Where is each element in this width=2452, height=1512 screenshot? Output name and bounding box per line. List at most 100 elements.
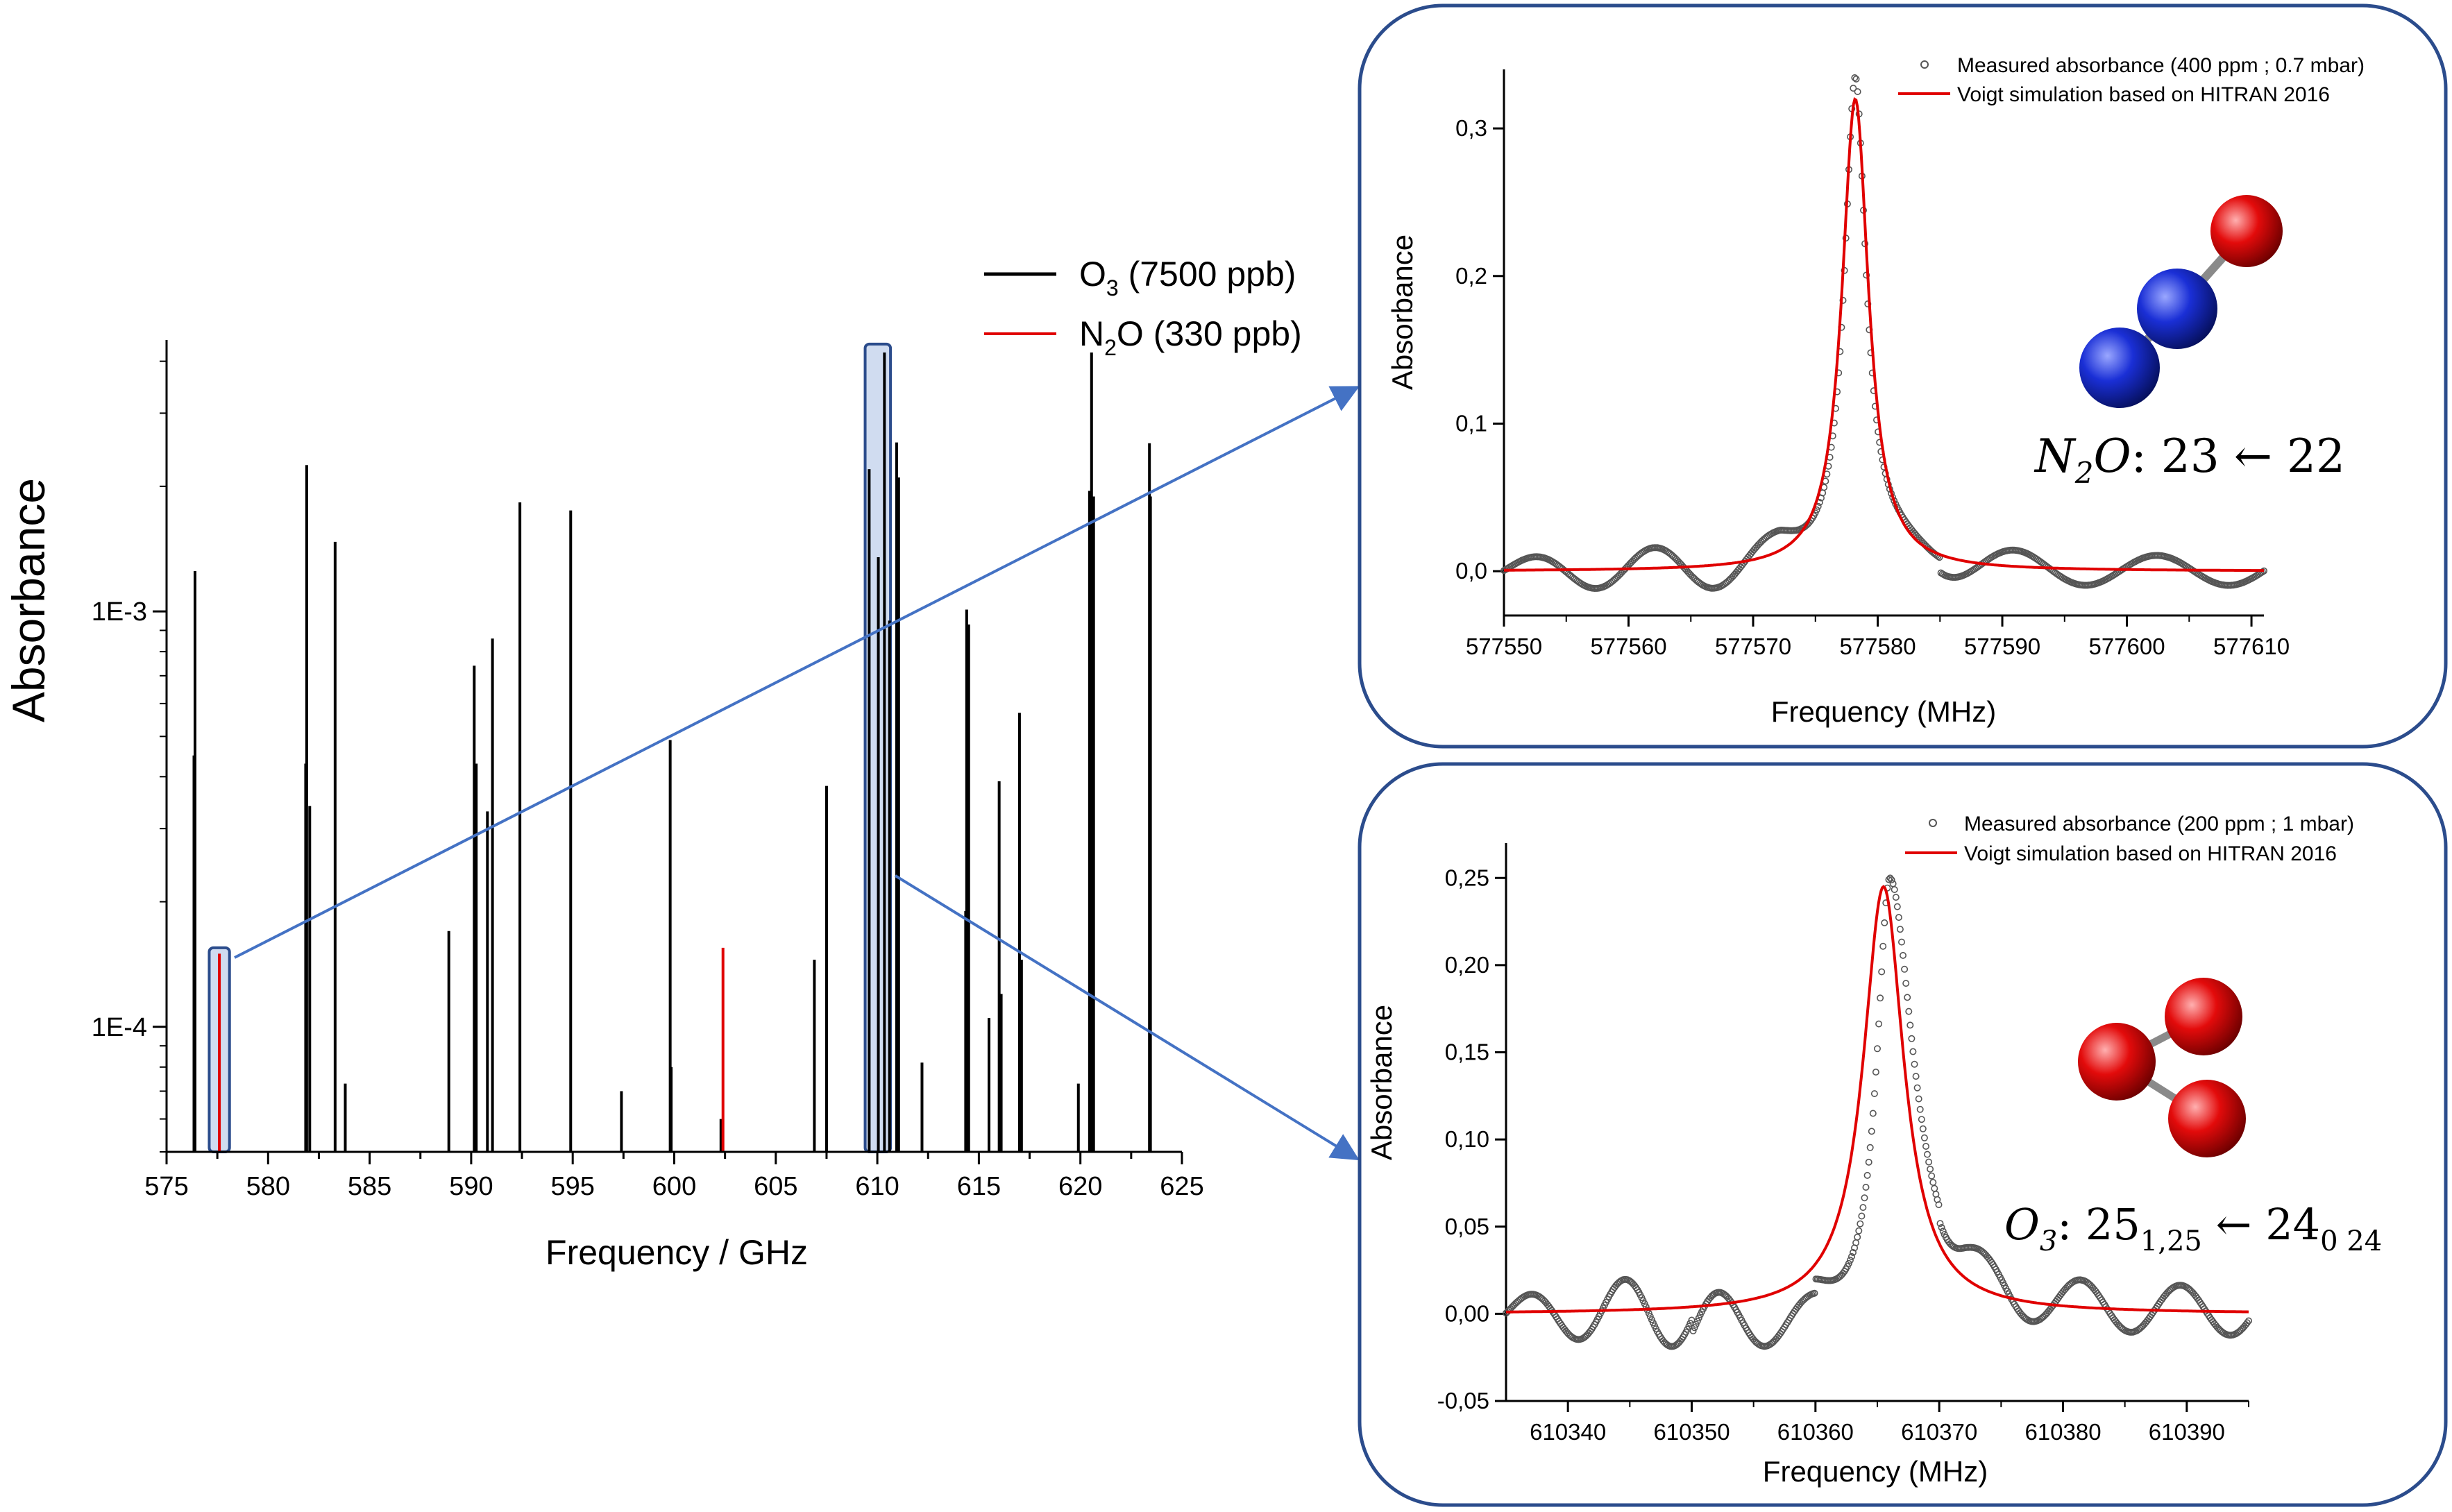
n2o-transition-label: N2O: 23 ← 22	[2034, 430, 2345, 490]
measured-point	[1913, 1084, 1921, 1091]
measured-point	[1866, 1144, 1874, 1151]
x-tick-label: 577560	[1590, 634, 1666, 659]
measured-point	[1885, 876, 1893, 883]
o3-molecule-model	[2078, 978, 2246, 1157]
measured-point	[1902, 980, 1910, 987]
overview-axes: 575 580 585 590 595 600 605 610 615 620 625 1E-3 1E-…	[92, 340, 1204, 1201]
measured-point	[1852, 75, 1860, 83]
x-tick-label: 577600	[2088, 634, 2165, 659]
y-tick-label: 1E-4	[92, 1013, 147, 1042]
measured-point	[1855, 1227, 1863, 1234]
measured-point	[1906, 1021, 1914, 1029]
overview-highlights	[208, 342, 893, 1154]
measured-point	[1695, 1314, 1702, 1322]
measured-point	[1870, 1090, 1878, 1098]
measured-point	[1877, 994, 1884, 1002]
measured-point	[1850, 85, 1857, 92]
measured-point	[1927, 1165, 1934, 1173]
x-tick-label: 580	[246, 1172, 290, 1201]
n2o-molecule-model	[2079, 195, 2283, 408]
measured-point	[1896, 926, 1904, 933]
x-tick-label: 625	[1160, 1172, 1203, 1201]
measured-point	[2243, 1319, 2251, 1327]
measured-point	[1938, 1224, 1945, 1232]
measured-point	[1918, 1116, 1925, 1123]
measured-point	[1646, 1313, 1654, 1320]
measured-point	[1875, 1020, 1883, 1028]
measured-point	[1893, 903, 1901, 910]
measured-point	[1811, 1289, 1818, 1297]
measured-point	[1939, 1228, 1947, 1235]
legend-measured-marker	[1929, 819, 1937, 827]
measured-point	[1919, 1125, 1927, 1132]
measured-point	[1925, 1158, 1933, 1166]
x-tick-label: 577580	[1839, 634, 1916, 659]
measured-point	[1905, 1008, 1913, 1015]
x-tick-label: 577550	[1466, 634, 1542, 659]
measured-point	[1881, 919, 1888, 926]
measured-point	[1861, 1194, 1868, 1202]
x-tick-label: 620	[1058, 1172, 1102, 1201]
o3-zoom-plot: 610340 610350 610360 610370 610380 610390 -0,0…	[1437, 843, 2253, 1445]
measured-point	[1691, 1324, 1698, 1332]
measured-point	[1857, 1220, 1864, 1228]
measured-point	[1854, 88, 1861, 96]
measured-point	[1922, 1143, 1930, 1150]
measured-point	[2258, 568, 2266, 576]
x-tick-label: 610	[855, 1172, 899, 1201]
overview-lines	[192, 352, 1152, 1152]
y-tick-label: 1E-3	[92, 597, 147, 627]
measured-point	[1868, 1128, 1875, 1135]
measured-point	[1909, 1048, 1917, 1055]
x-tick-label: 577590	[1964, 634, 2040, 659]
x-tick-label: 605	[754, 1172, 797, 1201]
measured-point	[1854, 1233, 1861, 1241]
legend-voigt-label: Voigt simulation based on HITRAN 2016	[1964, 842, 2337, 865]
measured-point	[1911, 1060, 1918, 1068]
n2o-ylabel: Absorbance	[1386, 235, 1419, 390]
measured-point	[1904, 994, 1911, 1001]
x-tick-label: 585	[348, 1172, 391, 1201]
measured-point	[2245, 1317, 2253, 1325]
connector-arrows	[234, 386, 1360, 1161]
overview-legend: O3 (7500 ppb) N2O (330 ppb)	[984, 255, 1302, 360]
measured-point	[1848, 1252, 1856, 1260]
measured-point	[1874, 1045, 1882, 1053]
overview-ylabel: Absorbance	[3, 478, 54, 722]
oxygen-atom	[2168, 1080, 2246, 1157]
measured-point	[1912, 1073, 1920, 1080]
measured-point	[1891, 886, 1898, 894]
overview-chart: 575 580 585 590 595 600 605 610 615 620 625 1E-3 1E-…	[3, 255, 1302, 1272]
y-tick-label: 0,25	[1445, 865, 1489, 890]
y-tick-label: 0,2	[1455, 263, 1487, 289]
measured-point	[1872, 1069, 1879, 1076]
measured-point	[1858, 1212, 1866, 1220]
nitrogen-atom	[2079, 328, 2160, 408]
measured-point	[1878, 968, 1886, 976]
measured-point	[1916, 1105, 1924, 1113]
measured-point	[1900, 951, 1907, 959]
x-tick-label: 600	[652, 1172, 696, 1201]
measured-point	[1898, 938, 1906, 946]
y-tick-label: 0,15	[1445, 1039, 1489, 1065]
x-tick-label: 610340	[1530, 1419, 1606, 1445]
measured-point	[1846, 1257, 1854, 1264]
oxygen-atom	[2078, 1023, 2156, 1101]
measured-point	[1892, 894, 1900, 901]
o3-panel-frame	[1358, 762, 2448, 1507]
arrow-to-n2o-panel	[234, 386, 1360, 959]
measured-point	[1693, 1318, 1701, 1325]
overview-xlabel: Frequency / GHz	[546, 1233, 808, 1272]
measured-point	[1845, 1259, 1852, 1267]
measured-point	[1648, 1316, 1655, 1323]
y-tick-label: 0,20	[1445, 952, 1489, 978]
o3-legend: Measured absorbance (200 ppm ; 1 mbar) V…	[1905, 813, 2354, 865]
legend-voigt-label: Voigt simulation based on HITRAN 2016	[1957, 83, 2330, 106]
legend-label-n2o: N2O (330 ppb)	[1079, 314, 1302, 360]
measured-point	[1936, 1220, 1944, 1228]
y-tick-label: 0,1	[1455, 410, 1487, 436]
x-tick-label: 610370	[1901, 1419, 1977, 1445]
y-tick-label: 0,0	[1455, 558, 1487, 584]
x-tick-label: 610390	[2149, 1419, 2225, 1445]
x-tick-label: 577610	[2213, 634, 2290, 659]
